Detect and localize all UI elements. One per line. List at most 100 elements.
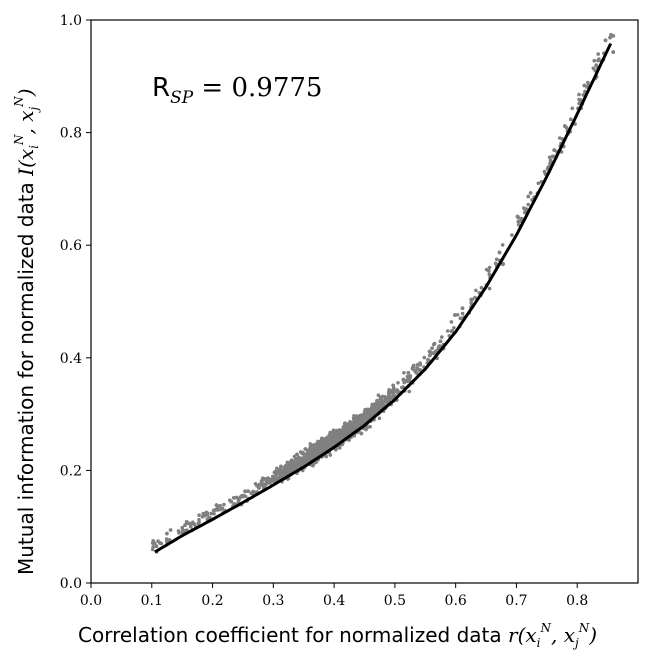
x-tick-label: 0.4	[323, 593, 345, 609]
scatter-point	[209, 511, 213, 516]
scatter-point	[165, 531, 169, 536]
scatter-point	[183, 523, 187, 527]
scatter-point	[192, 522, 196, 526]
scatter-point	[422, 355, 427, 360]
scatter-point	[353, 414, 358, 419]
scatter-point	[377, 416, 382, 421]
scatter-point	[337, 446, 342, 450]
scatter-point	[311, 463, 315, 468]
scatter-point	[596, 52, 600, 56]
scatter-point	[516, 223, 521, 227]
scatter-point	[569, 117, 573, 122]
scatter-point	[408, 375, 412, 380]
y-axis-label: Mutual information for normalized data I…	[12, 88, 41, 575]
scatter-point	[438, 339, 443, 344]
scatter-point	[302, 458, 307, 463]
rsp-value: 0.9775	[232, 73, 323, 103]
scatter-point	[282, 471, 286, 476]
scatter-point	[362, 413, 367, 417]
scatter-point	[430, 346, 434, 351]
scatter-point	[196, 521, 200, 526]
scatter-point	[310, 449, 314, 453]
scatter-points	[150, 33, 616, 554]
scatter-point	[177, 531, 181, 535]
scatter-point	[164, 537, 169, 541]
scatter-point	[222, 502, 226, 507]
scatter-point	[401, 377, 406, 382]
scatter-point	[427, 353, 432, 358]
y-tick-label: 0.4	[60, 351, 82, 367]
scatter-point	[449, 320, 454, 324]
scatter-point	[151, 545, 155, 549]
scatter-point	[284, 468, 289, 473]
scatter-point	[526, 194, 531, 199]
scatter-point	[577, 92, 581, 97]
scatter-point	[591, 66, 596, 71]
scatter-point	[306, 448, 310, 453]
scatter-point	[275, 477, 280, 481]
scatter-point	[406, 371, 411, 375]
scatter-point	[260, 483, 265, 487]
scatter-point	[450, 329, 454, 333]
scatter-point	[278, 467, 283, 472]
scatter-point	[297, 455, 301, 460]
scatter-point	[382, 399, 387, 403]
scatter-point	[586, 80, 590, 85]
x-tick-label: 0.0	[80, 593, 102, 609]
scatter-point	[473, 295, 477, 300]
scatter-point	[410, 367, 415, 371]
scatter-point	[154, 544, 159, 548]
scatter-point	[295, 458, 299, 462]
scatter-point	[279, 464, 283, 469]
scatter-point	[479, 285, 484, 290]
scatter-point	[380, 394, 385, 399]
scatter-point	[396, 381, 400, 385]
scatter-point	[158, 541, 162, 545]
scatter-point	[390, 388, 395, 393]
scatter-point	[334, 428, 339, 433]
scatter-point	[294, 462, 298, 466]
y-tick-label: 0.2	[60, 463, 82, 479]
scatter-point	[452, 326, 456, 330]
scatter-point	[257, 486, 261, 490]
scatter-point	[317, 444, 322, 448]
scatter-point	[295, 452, 299, 457]
scatter-point	[272, 470, 277, 475]
scatter-point	[460, 311, 465, 316]
scatter-point	[432, 341, 437, 346]
scatter-point	[287, 469, 292, 474]
scatter-point	[500, 243, 505, 247]
scatter-point	[440, 335, 444, 339]
rsp-annotation: RSP = 0.9775	[152, 73, 322, 108]
scatter-point	[353, 421, 357, 426]
x-tick-label: 0.8	[566, 593, 588, 609]
scatter-point	[326, 442, 331, 447]
scatter-point	[365, 414, 370, 419]
scatter-point	[152, 541, 157, 546]
scatter-point	[333, 436, 338, 440]
x-tick-label: 0.7	[505, 593, 527, 609]
scatter-point	[252, 490, 256, 495]
fitted-curve-layer	[154, 42, 613, 554]
scatter-point	[359, 419, 363, 424]
plot-frame	[90, 19, 639, 584]
scatter-point	[349, 424, 354, 429]
scatter-point	[494, 257, 499, 262]
scatter-point	[168, 528, 173, 532]
scatter-point	[460, 306, 465, 311]
scatter-point	[497, 250, 502, 255]
scatter-point	[301, 450, 305, 455]
scatter-point	[418, 361, 422, 366]
x-tick-label: 0.2	[201, 593, 223, 609]
scatter-point	[387, 392, 391, 397]
scatter-point	[311, 446, 316, 451]
scatter-point	[197, 513, 201, 517]
scatter-point	[379, 400, 383, 405]
y-tick-label: 1.0	[60, 13, 82, 29]
scatter-point	[547, 155, 552, 160]
scatter-point	[526, 202, 530, 207]
scatter-point	[359, 431, 364, 436]
scatter-point	[286, 465, 291, 470]
scatter-point	[395, 388, 400, 393]
